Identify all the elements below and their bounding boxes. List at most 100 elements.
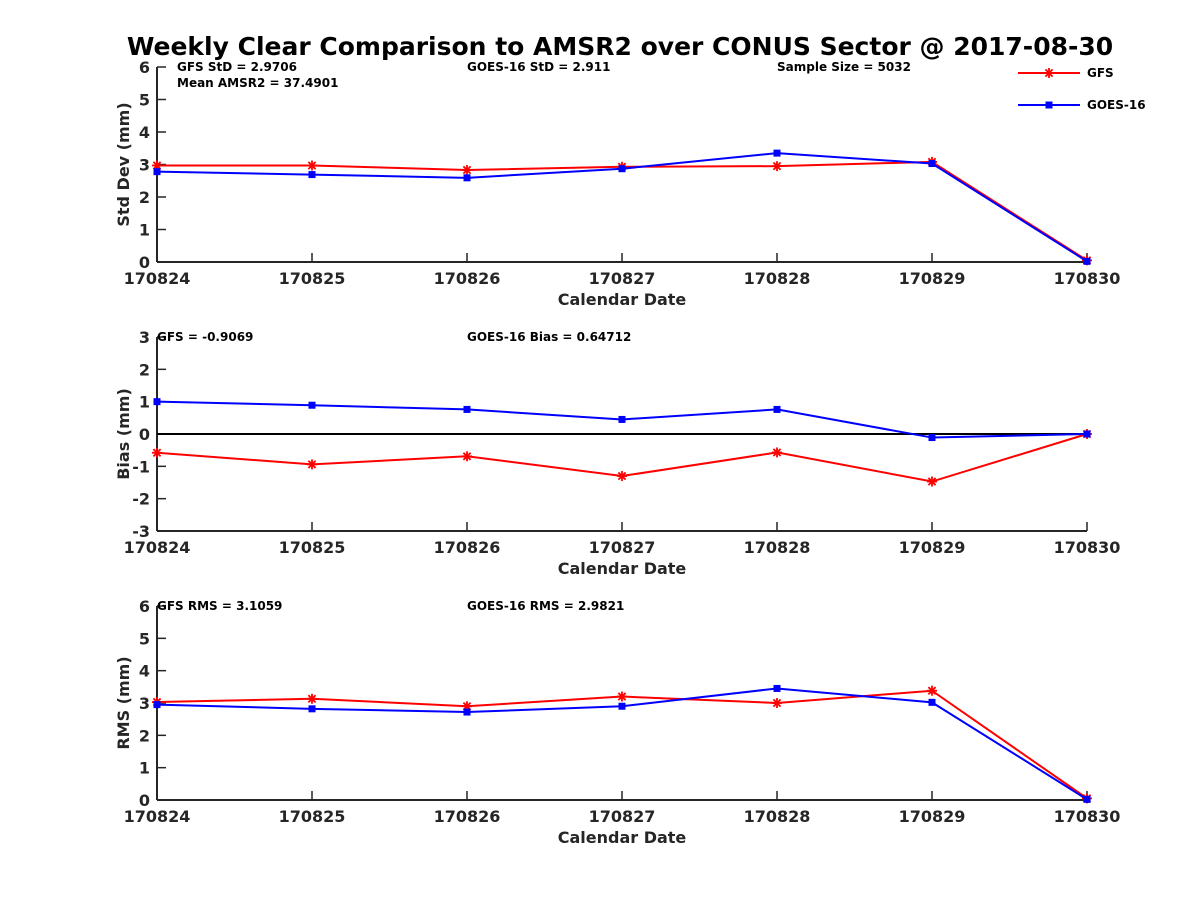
legend-goes-marker-shape bbox=[1045, 101, 1053, 109]
bias-gfs-point bbox=[307, 459, 317, 470]
stddev-gfs-line bbox=[157, 160, 1088, 262]
bias-gfs-point bbox=[927, 476, 937, 487]
legend-gfs-marker-shape-stroke bbox=[1044, 68, 1054, 78]
bias-panel: -3 -2 -1 0 1 2 3 170824 170825 170826 170827 170828… bbox=[114, 328, 1120, 578]
rms-y-tick-label: 4 bbox=[139, 662, 150, 681]
bias-y-tick-label: 3 bbox=[139, 328, 150, 347]
rms-goes16-point bbox=[928, 698, 936, 706]
bias-goes16-point bbox=[928, 434, 936, 442]
rms-goes16-point bbox=[1083, 795, 1091, 803]
bias-y-axis-label: Bias (mm) bbox=[114, 388, 133, 480]
bias-gfs-point bbox=[462, 451, 472, 462]
stddev-x-axis-label: Calendar Date bbox=[558, 290, 687, 309]
stddev-x-tick-label: 170828 bbox=[744, 269, 811, 288]
rms-y-tick-label: 2 bbox=[139, 726, 150, 745]
stddev-goes16-point bbox=[308, 171, 316, 179]
bias-goes16-point bbox=[1083, 430, 1091, 438]
stddev-y-tick-label: 3 bbox=[139, 156, 150, 175]
bias-gfs-point-stroke bbox=[927, 477, 937, 486]
stddev-panel: 0 1 2 3 4 5 6 170824 170825 170826 170827 170828 170… bbox=[114, 58, 1120, 309]
bias-gfs-point-stroke bbox=[307, 460, 317, 469]
rms-y-tick-label: 5 bbox=[139, 629, 150, 648]
stddev-x-tick-label: 170830 bbox=[1054, 269, 1121, 288]
bias-y-tick-label: 2 bbox=[139, 360, 150, 379]
rms-y-tick-label: 3 bbox=[139, 694, 150, 713]
rms-y-tick-label: 1 bbox=[139, 759, 150, 778]
bias-annotation: GFS = -0.9069 bbox=[157, 330, 253, 344]
rms-goes16-point bbox=[618, 702, 626, 710]
rms-panel: 0 1 2 3 4 5 6 170824 170825 170826 170827 170828 170… bbox=[114, 597, 1120, 847]
bias-y-tick-label: -3 bbox=[132, 522, 150, 541]
bias-gfs-point bbox=[772, 447, 782, 458]
legend-goes-marker bbox=[1045, 101, 1053, 109]
stddev-x-tick-label: 170827 bbox=[589, 269, 656, 288]
bias-goes16-point bbox=[618, 415, 626, 423]
figure-title: Weekly Clear Comparison to AMSR2 over CO… bbox=[127, 32, 1113, 61]
legend-gfs-marker bbox=[1044, 68, 1054, 78]
stddev-y-tick-label: 5 bbox=[139, 91, 150, 110]
stddev-x-tick-label: 170824 bbox=[124, 269, 191, 288]
bias-x-tick-label: 170829 bbox=[899, 538, 966, 557]
legend: GFS GOES-16 bbox=[1018, 66, 1146, 112]
bias-x-tick-label: 170826 bbox=[434, 538, 501, 557]
bias-gfs-point-stroke bbox=[462, 452, 472, 461]
rms-x-axis-label: Calendar Date bbox=[558, 828, 687, 847]
rms-gfs-point bbox=[927, 685, 937, 696]
rms-x-tick-label: 170828 bbox=[744, 807, 811, 826]
stddev-gfs-point bbox=[307, 160, 317, 171]
stddev-goes16-point bbox=[773, 149, 781, 157]
rms-annotation: GOES-16 RMS = 2.9821 bbox=[467, 599, 624, 613]
stddev-goes16-point bbox=[153, 168, 161, 176]
bias-y-tick-label: 1 bbox=[139, 393, 150, 412]
bias-gfs-point-stroke bbox=[772, 448, 782, 457]
rms-y-tick-label: 0 bbox=[139, 791, 150, 810]
rms-x-tick-label: 170829 bbox=[899, 807, 966, 826]
bias-x-tick-label: 170825 bbox=[279, 538, 346, 557]
bias-goes16-point bbox=[773, 405, 781, 413]
stddev-x-tick-label: 170829 bbox=[899, 269, 966, 288]
rms-y-tick-label: 6 bbox=[139, 597, 150, 616]
rms-annotation: GFS RMS = 3.1059 bbox=[157, 599, 282, 613]
bias-goes16-point bbox=[463, 405, 471, 413]
bias-gfs-point-stroke bbox=[152, 448, 162, 457]
bias-y-tick-label: 0 bbox=[139, 425, 150, 444]
stddev-gfs-point bbox=[462, 165, 472, 176]
bias-x-tick-label: 170824 bbox=[124, 538, 191, 557]
rms-x-tick-label: 170827 bbox=[589, 807, 656, 826]
rms-y-axis-label: RMS (mm) bbox=[114, 656, 133, 749]
rms-gfs-point bbox=[772, 698, 782, 708]
stddev-goes16-point bbox=[618, 165, 626, 173]
rms-gfs-point-stroke bbox=[772, 698, 782, 708]
stddev-y-axis-label: Std Dev (mm) bbox=[114, 102, 133, 226]
legend-gfs-label: GFS bbox=[1087, 66, 1114, 80]
bias-goes16-point bbox=[308, 401, 316, 409]
rms-gfs-point-stroke bbox=[617, 692, 627, 701]
bias-gfs-point bbox=[617, 471, 627, 482]
stddev-gfs-point-stroke bbox=[462, 165, 472, 175]
stddev-gfs-point-stroke bbox=[772, 161, 782, 171]
stddev-gfs-point bbox=[772, 161, 782, 172]
rms-x-tick-label: 170830 bbox=[1054, 807, 1121, 826]
stddev-y-tick-label: 1 bbox=[139, 221, 150, 240]
stddev-annotation: GFS StD = 2.9706 bbox=[177, 60, 297, 74]
rms-x-tick-label: 170826 bbox=[434, 807, 501, 826]
rms-gfs-point-stroke bbox=[927, 686, 937, 695]
rms-gfs-point bbox=[307, 693, 317, 704]
stddev-gfs-point-stroke bbox=[152, 161, 162, 170]
stddev-y-tick-label: 0 bbox=[139, 253, 150, 272]
stddev-annotation: Sample Size = 5032 bbox=[777, 60, 911, 74]
rms-goes16-point bbox=[153, 701, 161, 709]
bias-x-tick-label: 170828 bbox=[744, 538, 811, 557]
rms-goes16-point bbox=[773, 684, 781, 692]
stddev-y-tick-label: 2 bbox=[139, 188, 150, 207]
bias-x-tick-label: 170830 bbox=[1054, 538, 1121, 557]
bias-gfs-point bbox=[152, 447, 162, 458]
bias-y-tick-label: -2 bbox=[132, 490, 150, 509]
stddev-goes16-point bbox=[463, 174, 471, 182]
bias-y-tick-label: -1 bbox=[132, 457, 150, 476]
rms-goes16-point bbox=[463, 708, 471, 716]
stddev-x-tick-label: 170826 bbox=[434, 269, 501, 288]
rms-x-tick-label: 170824 bbox=[124, 807, 191, 826]
stddev-annotation: Mean AMSR2 = 37.4901 bbox=[177, 76, 338, 90]
